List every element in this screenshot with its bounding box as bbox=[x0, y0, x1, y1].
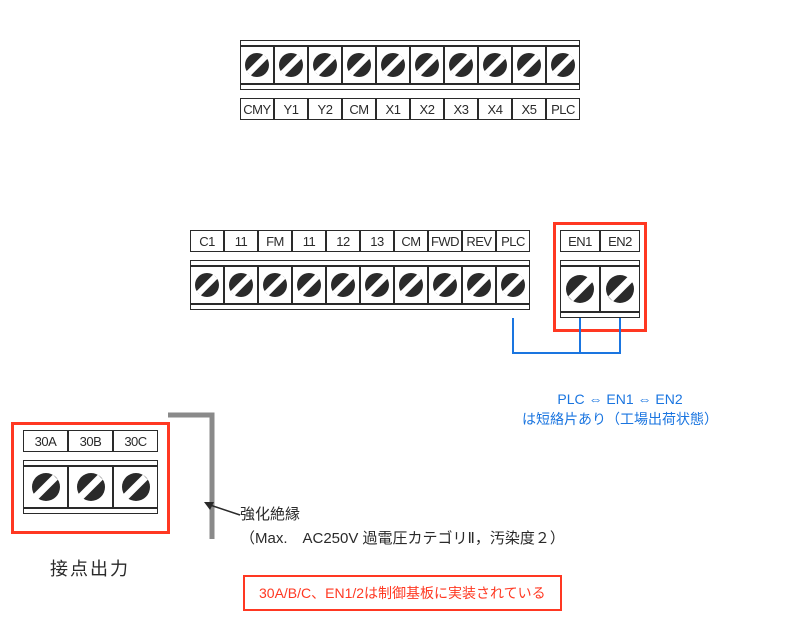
highlight-contact-box bbox=[11, 422, 170, 534]
insulation-arrow bbox=[200, 500, 250, 530]
terminal-label-CM: CM bbox=[342, 98, 376, 120]
shorting-link-note: PLC ⇔ EN1 ⇔ EN2 は短絡片あり（工場出荷状態） bbox=[480, 390, 760, 429]
terminal-label-PLC: PLC bbox=[496, 230, 530, 252]
middle-terminal-block: C111FM111213CMFWDREVPLC bbox=[190, 230, 530, 310]
shorting-link-line1: PLC ⇔ EN1 ⇔ EN2 bbox=[557, 391, 682, 407]
implementation-note: 30A/B/C、EN1/2は制御基板に実装されている bbox=[243, 575, 562, 611]
insulation-label: 強化絶縁 （Max. AC250V 過電圧カテゴリⅡ，汚染度２） bbox=[240, 503, 565, 551]
terminal-label-X2: X2 bbox=[410, 98, 444, 120]
terminal-label-X5: X5 bbox=[512, 98, 546, 120]
terminal-label-PLC: PLC bbox=[546, 98, 580, 120]
terminal-label-REV: REV bbox=[462, 230, 496, 252]
terminal-label-12: 12 bbox=[326, 230, 360, 252]
shorting-link-bracket bbox=[503, 313, 630, 368]
terminal-label-11: 11 bbox=[224, 230, 258, 252]
insulation-spec: （Max. AC250V 過電圧カテゴリⅡ，汚染度２） bbox=[240, 530, 565, 547]
terminal-label-13: 13 bbox=[360, 230, 394, 252]
terminal-label-FM: FM bbox=[258, 230, 292, 252]
terminal-label-CMY: CMY bbox=[240, 98, 274, 120]
contact-output-label: 接点出力 bbox=[50, 555, 130, 581]
terminal-label-C1: C1 bbox=[190, 230, 224, 252]
terminal-label-11: 11 bbox=[292, 230, 326, 252]
terminal-label-CM: CM bbox=[394, 230, 428, 252]
terminal-label-Y1: Y1 bbox=[274, 98, 308, 120]
shorting-link-line2: は短絡片あり（工場出荷状態） bbox=[522, 411, 718, 427]
terminal-label-Y2: Y2 bbox=[308, 98, 342, 120]
terminal-label-X3: X3 bbox=[444, 98, 478, 120]
terminal-label-FWD: FWD bbox=[428, 230, 462, 252]
top-terminal-block: CMYY1Y2CMX1X2X3X4X5PLC bbox=[240, 40, 580, 120]
terminal-label-X1: X1 bbox=[376, 98, 410, 120]
terminal-label-X4: X4 bbox=[478, 98, 512, 120]
